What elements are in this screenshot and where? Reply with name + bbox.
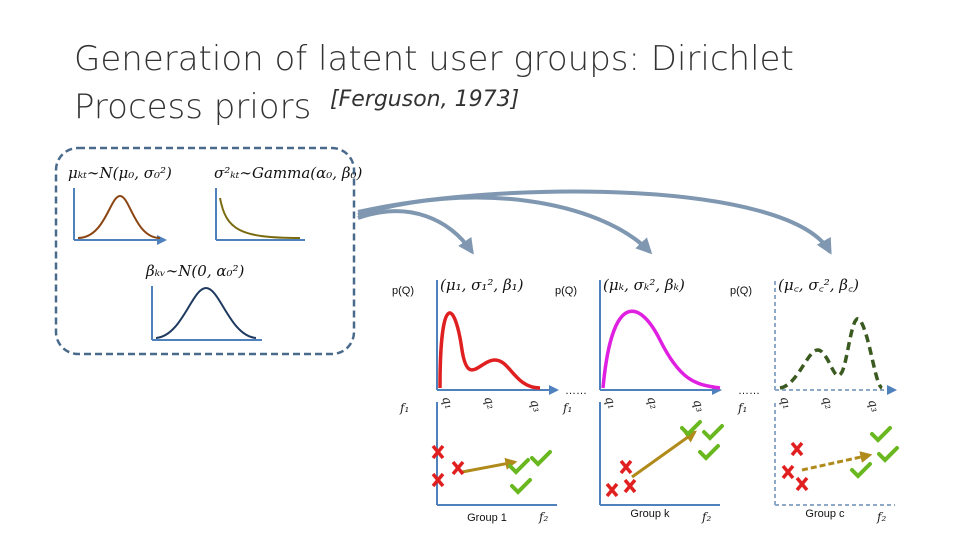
prior-formula: μₖₜ∼N(μ₀, σ₀²) xyxy=(68,164,172,182)
q-label: q₃ xyxy=(865,397,882,414)
cross-mark xyxy=(431,472,445,488)
check-mark xyxy=(702,424,724,441)
cross-mark xyxy=(781,464,795,480)
group-arrow xyxy=(461,457,518,474)
group-name: Group c xyxy=(805,508,845,520)
prior-formula: βₖᵥ∼N(0, α₀²) xyxy=(145,262,245,280)
assignment-arrows xyxy=(357,189,832,255)
ellipsis: …… xyxy=(565,385,587,397)
q-label: q₁ xyxy=(602,394,619,411)
cross-mark xyxy=(431,444,445,460)
density-curve xyxy=(779,317,884,390)
q-label: q₃ xyxy=(527,397,544,414)
prior-box xyxy=(54,146,356,356)
f2-label: f₂ xyxy=(876,510,886,524)
check-mark xyxy=(508,458,530,475)
cross-mark xyxy=(619,459,633,475)
prior-formula: σ²ₖₜ∼Gamma(α₀, β₀) xyxy=(214,164,363,182)
f2-label: f₂ xyxy=(538,510,548,524)
cross-mark xyxy=(605,482,619,498)
group-arrow xyxy=(631,430,697,479)
group-panel: p(Q) (μ꜀, σ꜀², β꜀) q₁ q₂ q₃ f₁ Group c f₂ xyxy=(730,276,897,524)
feature-axes xyxy=(599,402,720,506)
group-params: (μₖ, σₖ², βₖ) xyxy=(603,276,685,294)
q-label: q₂ xyxy=(481,394,498,411)
q-label: q₃ xyxy=(690,397,707,414)
title-line: Generation of latent user groups: Dirich… xyxy=(74,39,794,79)
group-arrow xyxy=(801,451,873,472)
y-axis-label: p(Q) xyxy=(555,285,577,297)
y-axis-label: p(Q) xyxy=(730,285,752,297)
group-name: Group 1 xyxy=(467,512,507,524)
feature-axes xyxy=(436,402,557,506)
cross-mark xyxy=(795,476,809,492)
group-panel: p(Q) (μ₁, σ₁², β₁) q₁ q₂ q₃ f₁ Group 1 f₂ xyxy=(392,276,557,524)
density-axes xyxy=(774,280,895,390)
check-mark xyxy=(850,462,872,479)
group-name: Group k xyxy=(630,508,670,520)
f1-label: f₁ xyxy=(399,401,409,415)
q-label: q₂ xyxy=(644,394,661,411)
y-axis-label: p(Q) xyxy=(392,285,414,297)
group-params: (μ꜀, σ꜀², β꜀) xyxy=(778,276,859,294)
check-mark xyxy=(680,420,702,437)
density-curve xyxy=(438,311,541,390)
group-params: (μ₁, σ₁², β₁) xyxy=(440,276,524,294)
density-curve xyxy=(601,309,721,390)
cross-mark xyxy=(623,478,637,494)
f1-label: f₁ xyxy=(562,401,572,415)
check-mark xyxy=(510,478,532,495)
groups: p(Q) (μ₁, σ₁², β₁) q₁ q₂ q₃ f₁ Group 1 f₂ p(Q) (μ… xyxy=(392,276,897,524)
q-label: q₁ xyxy=(439,394,456,411)
check-mark xyxy=(530,450,552,467)
density-axes xyxy=(436,280,557,390)
check-mark xyxy=(877,446,899,463)
group-panel: p(Q) (μₖ, σₖ², βₖ) q₁ q₂ q₃ f₁ Group k f₂ xyxy=(555,276,722,524)
citation: [Ferguson, 1973] xyxy=(330,87,519,112)
q-label: q₁ xyxy=(777,394,794,411)
check-mark xyxy=(698,444,720,461)
cross-mark xyxy=(790,441,804,457)
prior-plots xyxy=(73,188,305,341)
density-axes xyxy=(599,280,720,390)
title-line: Process priors xyxy=(74,87,311,127)
feature-axes xyxy=(774,402,895,506)
ellipsis: …… xyxy=(738,385,760,397)
check-mark xyxy=(870,426,892,443)
q-label: q₂ xyxy=(819,394,836,411)
f1-label: f₁ xyxy=(737,401,747,415)
cross-mark xyxy=(451,460,465,476)
f2-label: f₂ xyxy=(701,510,711,524)
